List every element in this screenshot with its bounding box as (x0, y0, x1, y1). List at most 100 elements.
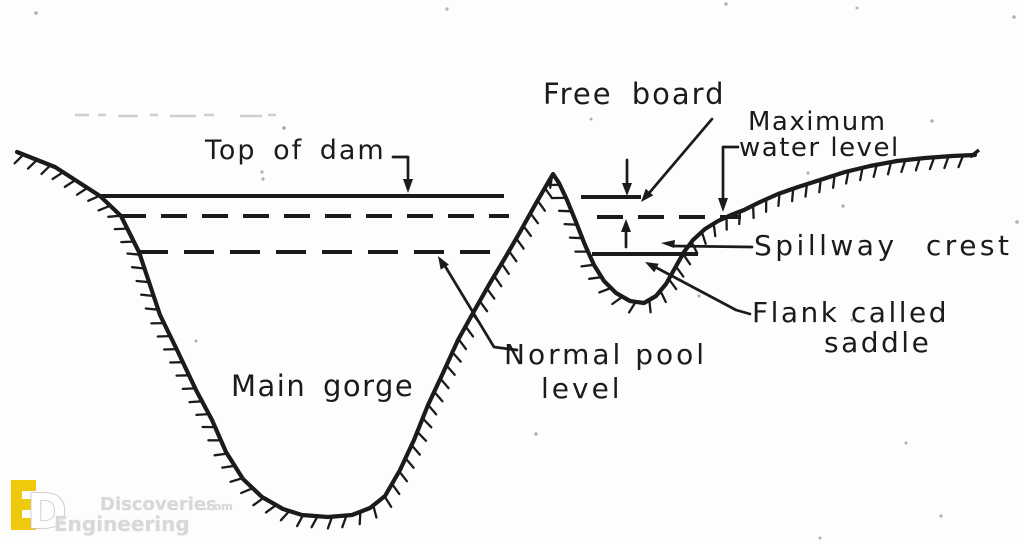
hatch-tick (478, 299, 489, 313)
engineering-discoveries-logo (11, 480, 36, 530)
hatch-tick (568, 236, 584, 240)
free-board-label: Free board (543, 77, 726, 111)
watermark-brand-top-suffix: .com (203, 500, 233, 513)
hatch-tick (13, 153, 25, 165)
flank-saddle-leader (645, 262, 752, 316)
hatch-tick (557, 209, 573, 213)
hatch-tick (195, 412, 210, 417)
max-water-level-label-line1: Maximum (748, 107, 887, 137)
hatch-tick (439, 377, 450, 390)
hatch-tick (611, 295, 624, 306)
watermark: D Discoveries .com Engineering (11, 480, 233, 541)
hatch-tick (957, 154, 965, 169)
down-arrowhead-icon (403, 179, 413, 193)
hatch-tick (341, 514, 348, 529)
hatch-tick (500, 262, 510, 275)
hatch-tick (295, 513, 305, 528)
hatch-tick (667, 277, 678, 291)
up-arrowhead-icon (621, 219, 631, 232)
hatch-tick (872, 163, 878, 179)
hatch-tick (229, 476, 244, 483)
hatch-tick (515, 237, 525, 250)
hatch-tick (507, 249, 518, 263)
max-water-level-leader (718, 145, 740, 212)
down-arrowhead-icon (622, 183, 632, 196)
hatch-tick (445, 364, 456, 376)
hatch-tick (831, 174, 836, 189)
hatch-tick (404, 457, 415, 469)
watermark-logo-d: D (27, 484, 67, 540)
top-of-dam-label: Top of dam (204, 135, 386, 166)
free-board-leader (641, 117, 714, 202)
flank-saddle-label-line2: saddle (824, 326, 931, 359)
spillway-crest-label: Spillway crest (754, 229, 1013, 262)
hatch-tick (674, 265, 685, 278)
hatch-tick (383, 495, 393, 509)
hatch-tick (457, 337, 468, 351)
hatch-tick (700, 230, 707, 245)
watermark-brand-bottom: Engineering (54, 512, 190, 536)
main-gorge-label: Main gorge (231, 369, 414, 403)
hatch-tick (627, 300, 637, 314)
hatch-tick (421, 417, 433, 429)
hatch-tick (188, 400, 204, 404)
hatch-tick (213, 452, 229, 457)
hatch-tick (410, 443, 421, 456)
hatch-tick (221, 464, 236, 469)
hatch-tick (818, 178, 822, 194)
hatch-tick (659, 289, 667, 304)
hatch-tick (87, 194, 101, 202)
top-of-dam-leader (391, 155, 413, 193)
hatch-tick (943, 155, 950, 170)
watermark-brand-top: Discoveries (100, 494, 217, 515)
hatch-tick (140, 293, 155, 298)
hatch-tick (914, 157, 921, 172)
hatch-tick (120, 240, 135, 244)
hatch-tick (398, 470, 409, 483)
hatch-tick (485, 287, 496, 300)
hatch-tick (144, 307, 160, 311)
hatch-tick (426, 403, 438, 416)
hatch-tick (777, 192, 781, 208)
hatch-tick (372, 504, 378, 519)
terrain-end-flourish (968, 148, 981, 159)
hatch-tick (844, 170, 850, 185)
max-water-level-label-line2: water level (739, 133, 900, 163)
hatch-tick (63, 178, 77, 189)
hatch-tick (310, 515, 319, 529)
hatch-tick (886, 160, 893, 176)
freeboard-dimension (621, 158, 632, 249)
hatch-tick (26, 158, 39, 170)
hatch-tick (493, 274, 503, 288)
hatch-marks (13, 153, 965, 530)
arrowhead-icon (645, 262, 659, 273)
arrowhead-icon (641, 188, 654, 202)
hatch-tick (130, 266, 146, 270)
hatch-tick (451, 351, 462, 363)
hatch-tick (279, 509, 291, 522)
hatch-tick (252, 496, 265, 507)
hatch-tick (181, 387, 197, 391)
hatch-tick (804, 183, 809, 198)
hatch-tick (416, 430, 428, 442)
hatch-tick (790, 187, 795, 203)
hatch-tick (598, 286, 613, 294)
hatch-tick (264, 503, 278, 514)
hatch-tick (390, 482, 401, 496)
hatch-tick (588, 275, 603, 280)
hatch-tick (648, 298, 652, 314)
hatch-tick (529, 212, 540, 225)
hatch-tick (712, 222, 717, 238)
normal-pool-label-line2: level (541, 372, 623, 405)
flank-saddle-label-line1: Flank called (752, 296, 949, 329)
hatch-tick (240, 487, 254, 495)
spillway-crest-leader (661, 240, 754, 249)
hatch-tick (51, 171, 65, 181)
hatch-tick (358, 510, 362, 526)
hatch-tick (536, 199, 547, 212)
normal-pool-label-line1: Normal pool (504, 338, 707, 371)
scan-specks (34, 2, 1019, 540)
hatch-tick (522, 224, 533, 238)
hatch-tick (928, 156, 936, 171)
